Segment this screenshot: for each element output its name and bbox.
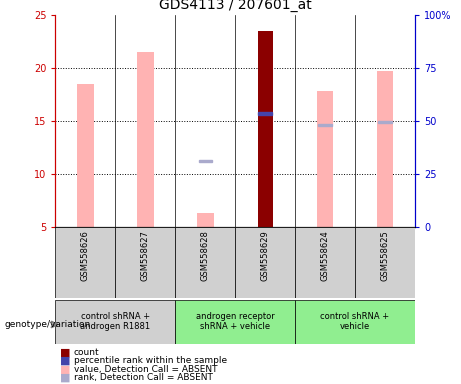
Bar	[378, 121, 391, 123]
Bar	[259, 113, 272, 115]
Bar	[319, 122, 331, 124]
Bar	[175, 300, 295, 344]
Text: ■: ■	[60, 356, 71, 366]
Text: GSM558628: GSM558628	[201, 230, 210, 281]
Bar	[258, 31, 272, 227]
Bar	[137, 52, 154, 227]
Bar	[378, 120, 391, 122]
Text: control shRNA +
vehicle: control shRNA + vehicle	[320, 312, 390, 331]
Text: rank, Detection Call = ABSENT: rank, Detection Call = ABSENT	[74, 373, 213, 382]
Text: GSM558627: GSM558627	[141, 230, 150, 281]
Bar	[199, 160, 212, 162]
Text: GSM558629: GSM558629	[260, 230, 270, 281]
Text: count: count	[74, 348, 100, 357]
Text: ■: ■	[60, 364, 71, 374]
Bar	[197, 213, 213, 227]
Text: GSM558626: GSM558626	[81, 230, 90, 281]
Text: ■: ■	[60, 373, 71, 383]
Title: GDS4113 / 207601_at: GDS4113 / 207601_at	[159, 0, 312, 12]
Bar	[317, 91, 333, 227]
Text: GSM558624: GSM558624	[320, 230, 330, 281]
Bar	[175, 227, 235, 298]
Text: value, Detection Call = ABSENT: value, Detection Call = ABSENT	[74, 365, 217, 374]
Bar	[295, 227, 355, 298]
Bar	[139, 117, 152, 119]
Bar	[79, 120, 92, 122]
Bar	[235, 227, 295, 298]
Bar	[355, 227, 415, 298]
Text: androgen receptor
shRNA + vehicle: androgen receptor shRNA + vehicle	[196, 312, 274, 331]
Bar	[77, 84, 94, 227]
Text: control shRNA +
androgen R1881: control shRNA + androgen R1881	[80, 312, 150, 331]
Text: percentile rank within the sample: percentile rank within the sample	[74, 356, 227, 366]
Bar	[55, 300, 175, 344]
Bar	[115, 227, 175, 298]
Bar	[295, 300, 415, 344]
Text: ■: ■	[60, 348, 71, 358]
Text: genotype/variation: genotype/variation	[5, 320, 91, 329]
Bar	[377, 71, 393, 227]
Bar	[55, 227, 115, 298]
Text: GSM558625: GSM558625	[380, 230, 390, 281]
Bar	[319, 124, 331, 126]
